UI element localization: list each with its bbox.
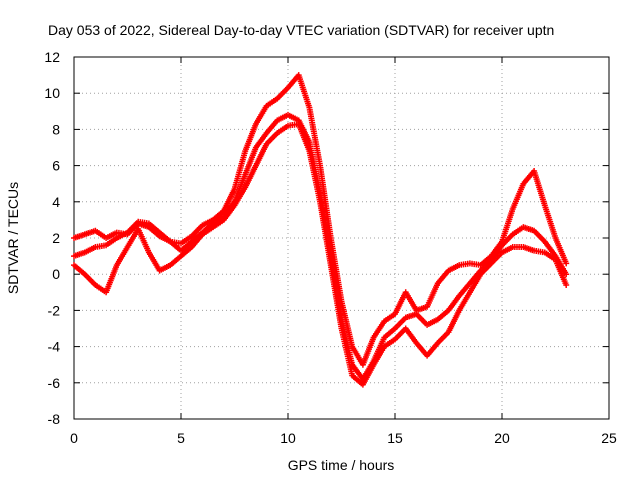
y-tick-label: -4 bbox=[48, 339, 61, 355]
y-tick-label: 0 bbox=[52, 266, 60, 282]
y-tick-label: 12 bbox=[44, 49, 60, 65]
data-points bbox=[71, 72, 570, 388]
chart-title: Day 053 of 2022, Sidereal Day-to-day VTE… bbox=[48, 22, 554, 38]
y-tick-label: 8 bbox=[52, 121, 60, 137]
y-tick-label: -2 bbox=[48, 302, 61, 318]
grid bbox=[74, 57, 609, 419]
y-tick-label: -8 bbox=[48, 411, 61, 427]
y-tick-label: 6 bbox=[52, 158, 60, 174]
y-tick-label: 10 bbox=[44, 85, 60, 101]
x-axis-title: GPS time / hours bbox=[288, 457, 395, 473]
x-tick-label: 0 bbox=[70, 430, 78, 446]
y-axis-title: SDTVAR / TECUs bbox=[5, 182, 21, 294]
series-track-c bbox=[71, 120, 570, 388]
data-point bbox=[563, 271, 570, 278]
x-tick-label: 15 bbox=[387, 430, 403, 446]
y-tick-label: 4 bbox=[52, 194, 60, 210]
series-track-a bbox=[71, 72, 570, 368]
axis-ticks: 0 5 10 15 20 25 -8 -6 -4 -2 0 2 4 6 8 10 12 bbox=[44, 49, 617, 446]
data-point bbox=[563, 282, 570, 289]
x-tick-label: 20 bbox=[494, 430, 510, 446]
x-tick-label: 25 bbox=[601, 430, 617, 446]
y-tick-label: -6 bbox=[48, 375, 61, 391]
x-tick-label: 5 bbox=[177, 430, 185, 446]
x-tick-label: 10 bbox=[280, 430, 296, 446]
data-point bbox=[563, 260, 570, 267]
y-tick-label: 2 bbox=[52, 230, 60, 246]
